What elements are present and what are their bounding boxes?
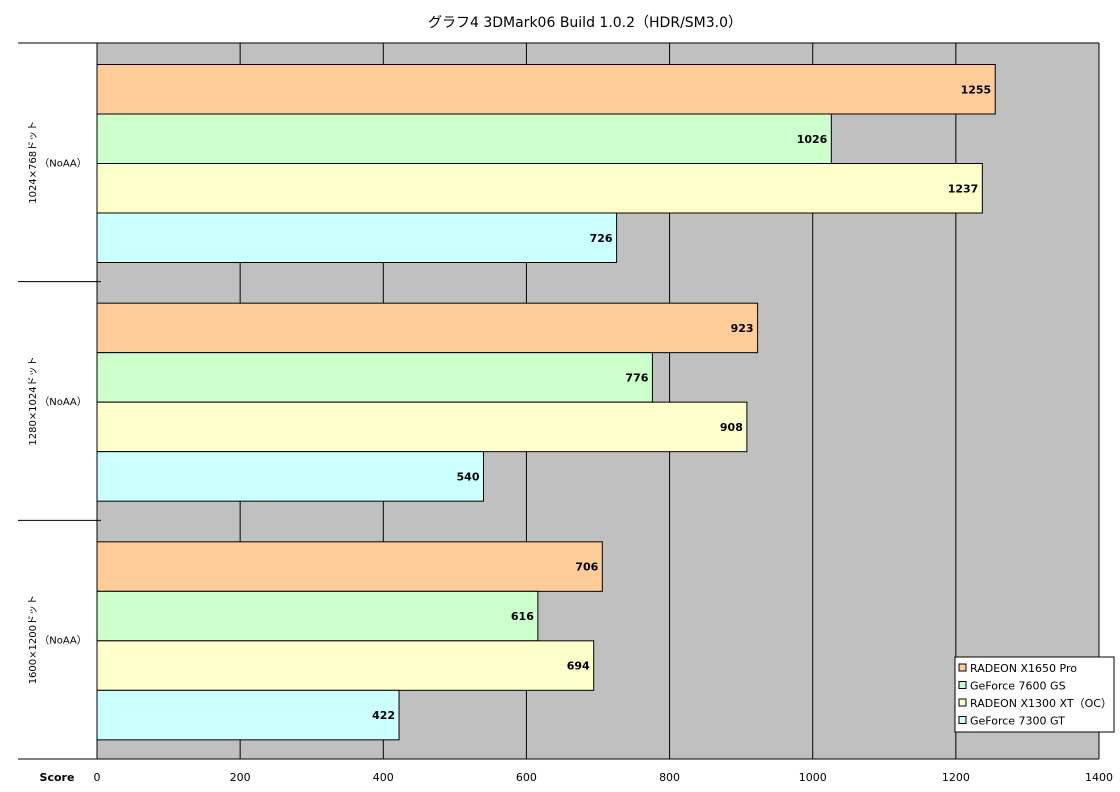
x-tick-label: 800 (659, 771, 680, 784)
legend-swatch (958, 698, 967, 707)
bar (96, 64, 996, 115)
bar-value-label: 1255 (961, 83, 992, 96)
bar-value-label: 776 (625, 371, 648, 384)
x-tick-label: 200 (230, 771, 251, 784)
bar (96, 113, 832, 164)
category-label-resolution: 1280×1024ドット (28, 356, 39, 445)
bar (96, 401, 748, 453)
bars: 1255 1026 1237 726 923 776 908 540 706 616 694 422 (96, 64, 996, 741)
x-tick-label: 0 (94, 771, 101, 784)
legend-swatch (958, 663, 967, 672)
bar (96, 451, 484, 502)
bar-value-label: 908 (720, 421, 743, 434)
bar-value-label: 422 (372, 709, 395, 722)
category-label-aa: （NoAA） (39, 396, 87, 408)
category-label-aa: （NoAA） (39, 635, 87, 647)
x-tick-label: 400 (373, 771, 394, 784)
category-label-resolution: 1600×1200ドット (28, 595, 39, 684)
chart-title: グラフ4 3DMark06 Build 1.0.2（HDR/SM3.0） (428, 15, 742, 31)
legend-label: GeForce 7600 GS (970, 680, 1066, 693)
bar-value-label: 726 (590, 232, 613, 245)
bar (96, 640, 595, 691)
x-tick-labels: 0 200 400 600 800 1000 1200 1400 (94, 771, 1114, 784)
x-axis-label: Score (40, 771, 75, 784)
bar (96, 689, 400, 741)
legend-swatch (958, 716, 967, 724)
legend-label: GeForce 7300 GT (970, 715, 1065, 728)
x-tick-label: 1200 (942, 771, 970, 784)
bar (96, 163, 983, 214)
x-tick-label: 1000 (799, 771, 827, 784)
legend-label: RADEON X1300 XT（OC） (970, 697, 1112, 710)
legend-box (954, 656, 1115, 733)
bar-value-label: 694 (567, 660, 590, 673)
bar-value-label: 923 (731, 322, 754, 335)
category-label-aa: （NoAA） (39, 157, 87, 169)
x-tick-label: 1400 (1085, 771, 1113, 784)
legend: RADEON X1650 Pro GeForce 7600 GS RADEON X1… (954, 656, 1115, 733)
x-tick-label: 600 (516, 771, 537, 784)
axes (18, 42, 1099, 760)
bar-value-label: 1237 (948, 182, 979, 195)
bar (96, 302, 759, 354)
bar (96, 541, 603, 592)
category-label-resolution: 1024×768ドット (28, 121, 39, 204)
legend-swatch (958, 681, 967, 689)
bar-value-label: 706 (575, 561, 598, 574)
bar (96, 212, 618, 263)
bar-value-label: 616 (511, 610, 534, 623)
bar-value-label: 540 (457, 470, 480, 483)
bar-value-label: 1026 (797, 133, 828, 146)
legend-label: RADEON X1650 Pro (970, 662, 1077, 675)
category-labels: 1024×768ドット （NoAA）1280×1024ドット （NoAA）1600×… (28, 121, 87, 684)
bar (96, 590, 539, 642)
bar (96, 352, 653, 403)
